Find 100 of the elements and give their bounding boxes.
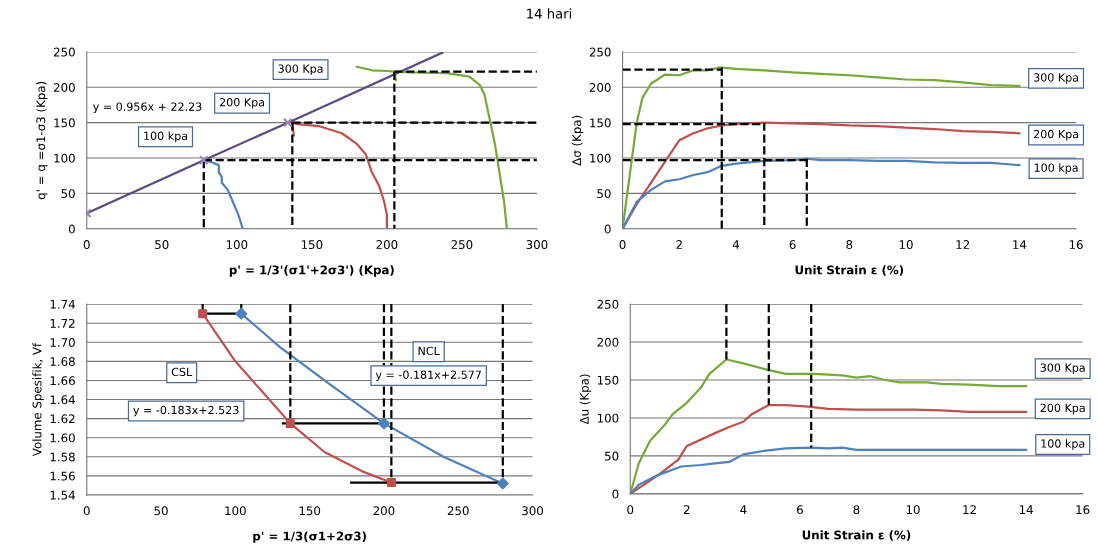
x-tick-label: 0	[627, 505, 634, 515]
x-tick-label: 0	[619, 240, 626, 250]
y-tick-label: 250	[53, 47, 75, 57]
point	[377, 417, 391, 430]
x-tick-label: 150	[301, 240, 323, 250]
x-axis-title: Unit Strain ε (%)	[802, 530, 911, 541]
y-tick-label: 150	[590, 118, 611, 128]
point	[235, 307, 248, 320]
line-series	[622, 157, 1021, 229]
x-tick-label: 8	[846, 240, 853, 250]
x-tick-label: 2	[683, 505, 690, 514]
x-tick-label: 10	[899, 240, 913, 250]
x-tick-label: 16	[1069, 240, 1083, 250]
y-tick-label: 50	[597, 189, 611, 199]
x-tick-label: 8	[853, 505, 860, 515]
y-tick-label: 250	[589, 47, 611, 57]
x-tick-label: 250	[447, 506, 469, 516]
x-tick-label: 16	[1076, 505, 1090, 515]
annotation: 300 Kpa	[1033, 73, 1079, 84]
x-tick-label: 50	[155, 240, 169, 250]
y-axis-title: Δu (Kpa)	[579, 374, 592, 425]
x-axis-title: p' = 1/3'(σ1'+2σ3') (Kpa)	[229, 265, 394, 277]
x-tick-label: 250	[451, 240, 473, 250]
annotation: 100 kpa	[1041, 439, 1085, 450]
y-tick-label: 100	[590, 153, 611, 163]
y-tick-label: 100	[597, 413, 619, 423]
annotation: 100 kpa	[144, 131, 188, 143]
y-tick-label: 0	[68, 224, 75, 234]
y-tick-label: 250	[597, 299, 619, 309]
line-series	[630, 358, 1028, 494]
x-tick-label: 6	[789, 240, 796, 250]
x-tick-label: 150	[299, 506, 321, 516]
x-axis-title: Unit Strain ε (%)	[795, 265, 904, 276]
y-axis-title: Δσ (Kpa)	[571, 115, 584, 166]
y-tick-label: 1.54	[50, 490, 75, 500]
line-series	[355, 65, 509, 229]
x-tick-label: 10	[906, 505, 920, 515]
annotation: 200 Kpa	[1040, 403, 1085, 415]
line-series	[622, 121, 1021, 229]
y-tick-label: 200	[589, 82, 611, 92]
y-tick-label: 50	[61, 189, 75, 199]
x-tick-label: 300	[526, 240, 548, 250]
point	[386, 478, 396, 488]
y-tick-label: 200	[597, 337, 619, 347]
point	[496, 477, 509, 490]
x-tick-label: 14	[1019, 505, 1033, 514]
x-tick-label: 0	[83, 506, 90, 516]
y-tick-label: 100	[54, 153, 75, 163]
y-tick-label: 1.74	[50, 299, 75, 309]
y-tick-label: 1.56	[50, 471, 75, 481]
y-tick-label: 150	[54, 118, 75, 128]
y-axis-title: Volume Spesifik, Vf	[32, 342, 44, 457]
y-tick-label: 150	[597, 375, 619, 385]
x-axis-title: p' = 1/3(σ1+2σ3)	[253, 531, 366, 543]
x-tick-label: 50	[154, 506, 168, 516]
y-axis-title: q' = q =σ1-σ3 (Kpa)	[36, 81, 48, 200]
y-tick-label: 200	[53, 82, 75, 92]
line-series	[291, 121, 388, 229]
x-tick-label: 200	[376, 240, 398, 250]
y-tick-label: 1.60	[50, 433, 75, 443]
line-series	[86, 51, 444, 215]
y-tick-label: 0	[604, 224, 611, 234]
x-tick-label: 0	[83, 240, 90, 250]
y-tick-label: 1.58	[50, 452, 75, 462]
annotation: 100 kpa	[1034, 163, 1078, 175]
x-tick-label: 12	[956, 240, 969, 249]
y-tick-label: 0	[612, 489, 619, 499]
x-tick-label: 100	[226, 240, 248, 250]
annotation: CSL	[171, 367, 193, 377]
y-tick-label: 1.62	[50, 414, 75, 424]
annotation: 200 Kpa	[219, 98, 264, 109]
x-tick-label: 4	[732, 240, 740, 249]
annotation: y = -0.181x+2.577	[375, 370, 481, 382]
annotation: y = -0.183x+2.523	[133, 405, 239, 417]
line-series	[630, 446, 1028, 494]
y-tick-label: 1.66	[50, 376, 75, 386]
y-tick-label: 1.64	[50, 395, 75, 405]
annotation: 200 Kpa	[1033, 129, 1079, 141]
x-tick-label: 6	[796, 505, 803, 515]
annotation: 300 Kpa	[1040, 363, 1085, 374]
annotation: NCL	[418, 346, 440, 356]
y-tick-label: 1.68	[50, 357, 75, 367]
point	[198, 155, 209, 165]
point	[282, 117, 293, 128]
x-tick-label: 12	[963, 505, 976, 514]
annotation: y = 0.956x + 22.23	[93, 102, 202, 113]
line-series	[630, 403, 1028, 494]
point	[285, 418, 295, 428]
y-tick-label: 50	[605, 451, 619, 461]
x-tick-label: 14	[1013, 240, 1027, 249]
x-tick-label: 300	[522, 506, 544, 516]
x-tick-label: 4	[740, 505, 747, 514]
x-tick-label: 200	[373, 506, 395, 516]
x-tick-label: 2	[676, 240, 682, 249]
y-tick-label: 1.72	[50, 318, 75, 328]
point	[198, 309, 208, 319]
y-tick-label: 1.70	[50, 338, 75, 347]
annotation: 300 Kpa	[278, 64, 323, 75]
x-tick-label: 100	[225, 506, 246, 516]
chart-title: 14 hari	[527, 8, 572, 19]
